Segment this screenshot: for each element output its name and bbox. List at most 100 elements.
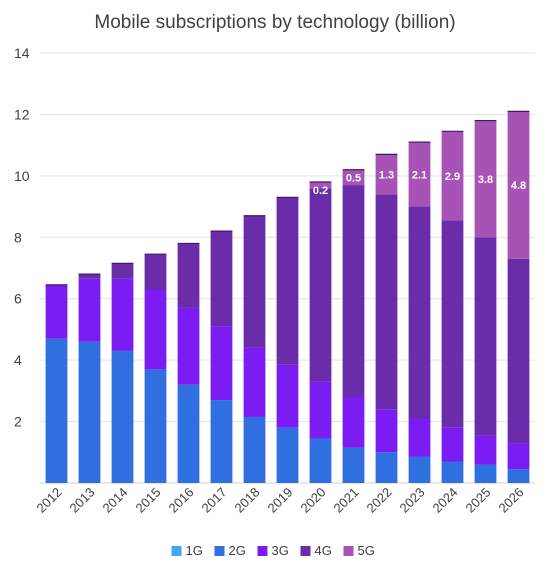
bar-3g-2025 [474,435,497,465]
bar-2g-2017 [210,400,233,483]
bar-4g-2015 [144,254,167,290]
data-label-2021: 0.5 [346,173,361,185]
bar-3g-2012 [45,284,68,339]
legend-item-4g: 4G [300,543,332,558]
bar-5g-2022 [375,154,398,195]
y-tick-label: 2 [14,414,22,430]
bar-2g-2022 [375,452,398,483]
bar-2g-2026 [507,469,530,483]
bar-3g-2022 [375,409,398,453]
bar-3g-2017 [210,326,233,401]
y-tick-label: 8 [14,229,22,245]
bar-2g-2012 [45,338,68,483]
x-tick-label: 2017 [199,485,230,516]
x-tick-label: 2026 [496,485,527,516]
bar-2g-2014 [111,350,134,483]
bar-2g-2023 [408,456,431,483]
x-tick-label: 2014 [100,485,131,516]
data-label-2022: 1.3 [379,169,394,181]
bar-3g-2013 [78,278,101,342]
bar-4g-2018 [243,215,266,348]
bar-4g-2024 [441,220,464,428]
x-tick-label: 2024 [430,485,461,516]
legend-swatch [257,546,268,556]
bar-4g-2026 [507,258,530,444]
legend-swatch [300,546,311,556]
legend-swatch [214,546,225,556]
bar-4g-2020 [309,188,332,382]
bar-5g-2020 [309,182,332,189]
data-label-2026: 4.8 [511,180,526,192]
data-label-2020: 0.2 [313,185,328,197]
x-tick-label: 2025 [463,485,494,516]
legend: 1G 2G 3G 4G 5G [171,543,375,558]
bars [45,110,530,483]
bar-2g-2016 [177,384,200,483]
x-tick-label: 2023 [397,485,428,516]
legend-label: 2G [229,543,246,558]
x-tick-label: 2022 [364,485,395,516]
bar-3g-2016 [177,307,200,385]
x-axis-ticks: 2012 2013 2014 2015 2016 2017 2018 2019 2020 2021… [34,485,527,516]
y-axis-ticks: 2 4 6 8 10 12 14 [14,45,30,430]
x-tick-label: 2016 [166,485,197,516]
bar-4g-2023 [408,206,431,419]
bar-3g-2019 [276,364,299,428]
legend-swatch [171,546,182,556]
bar-3g-2026 [507,443,530,470]
data-label-2025: 3.8 [478,174,493,186]
legend-item-1g: 1G [171,543,203,558]
legend-swatch [343,546,354,556]
y-tick-label: 12 [14,106,30,122]
data-labels: 0.2 0.5 1.3 2.1 2.9 3.8 4.8 [313,169,526,197]
bar-4g-2017 [210,231,233,327]
legend-label: 1G [186,543,203,558]
bar-2g-2015 [144,369,167,483]
bar-5g-2024 [441,131,464,221]
legend-item-3g: 3G [257,543,289,558]
bar-5g-2023 [408,142,431,207]
x-tick-label: 2020 [298,485,329,516]
chart-title: Mobile subscriptions by technology (bill… [94,12,455,33]
bar-3g-2015 [144,289,167,370]
bar-5g-2021 [342,169,365,186]
bar-2g-2025 [474,464,497,483]
bar-4g-2014 [111,263,134,279]
bar-4g-2025 [474,237,497,436]
bar-4g-2021 [342,185,365,397]
x-tick-label: 2021 [331,485,362,516]
bar-4g-2019 [276,197,299,365]
x-tick-label: 2019 [265,485,296,516]
bar-5g-2025 [474,120,497,238]
y-tick-label: 10 [14,168,30,184]
legend-item-2g: 2G [214,543,246,558]
bar-4g-2013 [78,274,101,279]
x-tick-label: 2013 [67,485,98,516]
bar-4g-2016 [177,243,200,308]
y-tick-label: 14 [14,45,30,61]
y-tick-label: 6 [14,291,22,307]
legend-label: 4G [315,543,332,558]
bar-2g-2024 [441,461,464,483]
bar-4g-2022 [375,194,398,410]
bar-5g-2026 [507,111,530,259]
bar-3g-2023 [408,418,431,457]
legend-label: 5G [358,543,375,558]
bar-3g-2020 [309,381,332,439]
legend-label: 3G [272,543,289,558]
bar-2g-2018 [243,416,266,483]
bar-3g-2014 [111,278,134,351]
bar-3g-2018 [243,347,266,417]
data-label-2024: 2.9 [445,171,460,183]
bar-3g-2024 [441,427,464,462]
x-tick-label: 2012 [34,485,65,516]
bar-2g-2019 [276,427,299,483]
bar-3g-2021 [342,397,365,448]
legend-item-5g: 5G [343,543,375,558]
bar-2g-2021 [342,447,365,483]
y-tick-label: 4 [14,352,22,368]
x-tick-label: 2018 [232,485,263,516]
bar-2g-2013 [78,341,101,483]
x-tick-label: 2015 [133,485,164,516]
